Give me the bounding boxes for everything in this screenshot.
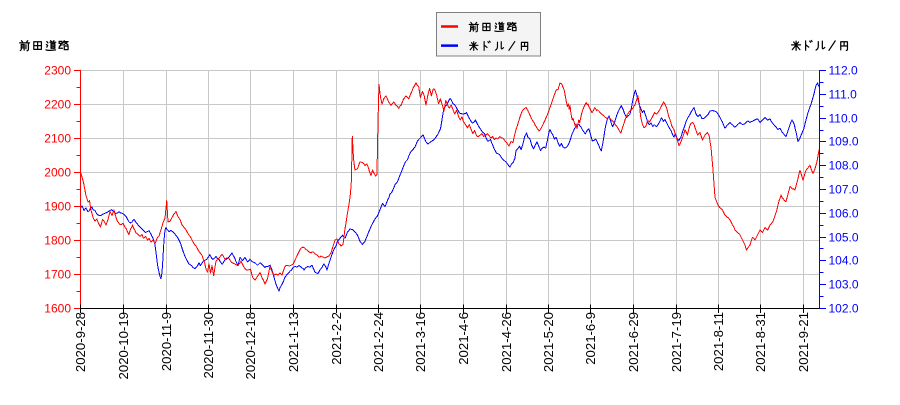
svg-text:2020-9-28: 2020-9-28 [73, 312, 88, 372]
svg-text:2021-4-6: 2021-4-6 [456, 312, 471, 365]
svg-text:2000: 2000 [44, 166, 71, 180]
svg-text:2021-7-19: 2021-7-19 [669, 312, 684, 372]
svg-text:105.0: 105.0 [829, 231, 859, 245]
svg-text:2020-11-9: 2020-11-9 [159, 312, 174, 371]
svg-text:111.0: 111.0 [829, 88, 858, 102]
svg-text:109.0: 109.0 [829, 135, 859, 149]
svg-text:107.0: 107.0 [829, 183, 859, 197]
svg-text:2021-8-31: 2021-8-31 [753, 312, 768, 372]
svg-text:108.0: 108.0 [829, 159, 859, 173]
svg-text:2300: 2300 [44, 64, 71, 78]
svg-text:106.0: 106.0 [829, 207, 859, 221]
svg-text:2020-12-18: 2020-12-18 [243, 312, 258, 379]
svg-text:2021-5-20: 2021-5-20 [541, 312, 556, 372]
svg-text:110.0: 110.0 [829, 112, 858, 126]
svg-text:2021-2-2: 2021-2-2 [329, 312, 344, 365]
svg-text:1600: 1600 [44, 302, 71, 316]
svg-text:2200: 2200 [44, 98, 71, 112]
svg-text:103.0: 103.0 [829, 278, 859, 292]
svg-text:2021-6-29: 2021-6-29 [626, 312, 641, 372]
svg-text:104.0: 104.0 [829, 254, 859, 268]
svg-text:2021-3-16: 2021-3-16 [413, 312, 428, 372]
svg-text:2021-9-21: 2021-9-21 [796, 312, 811, 372]
svg-text:2021-1-13: 2021-1-13 [286, 312, 301, 372]
svg-text:1900: 1900 [44, 200, 71, 214]
svg-text:112.0: 112.0 [829, 64, 858, 78]
svg-text:102.0: 102.0 [829, 302, 859, 316]
svg-text:2020-10-19: 2020-10-19 [116, 312, 131, 379]
svg-text:2021-4-26: 2021-4-26 [499, 312, 514, 372]
svg-text:2021-8-11: 2021-8-11 [711, 312, 726, 371]
svg-text:2100: 2100 [44, 132, 71, 146]
svg-text:1700: 1700 [44, 268, 71, 282]
svg-text:2020-11-30: 2020-11-30 [201, 312, 216, 378]
svg-text:2021-6-9: 2021-6-9 [583, 312, 598, 365]
svg-text:2021-2-24: 2021-2-24 [371, 312, 386, 372]
svg-text:1800: 1800 [44, 234, 71, 248]
